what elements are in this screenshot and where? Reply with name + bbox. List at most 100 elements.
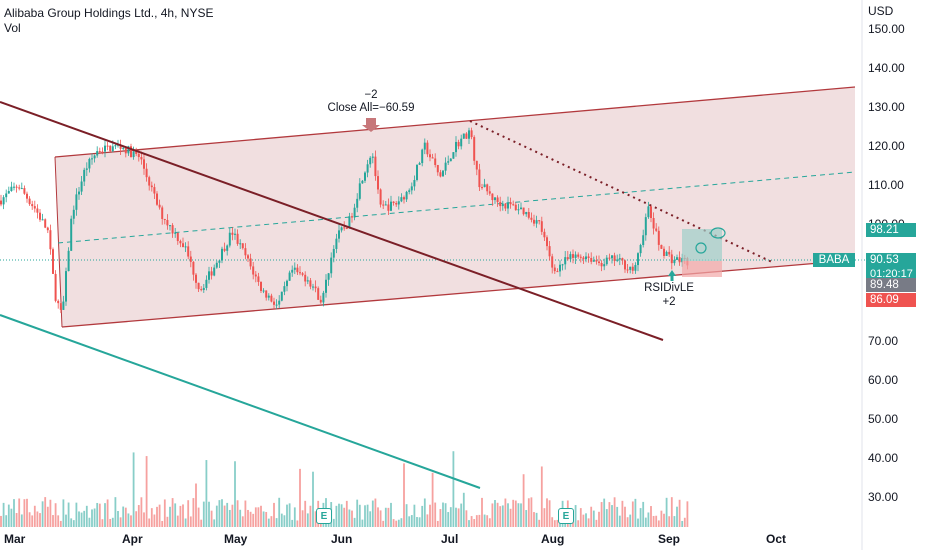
- candle-body: [501, 203, 504, 207]
- volume-bar: [410, 515, 413, 527]
- candle-body: [223, 248, 226, 251]
- candle-body: [262, 290, 265, 292]
- candle-body: [18, 187, 21, 189]
- candle-body: [457, 141, 460, 147]
- candle-body: [535, 220, 538, 224]
- candle-body: [577, 254, 580, 257]
- volume-bar: [28, 512, 31, 527]
- volume-bar: [486, 515, 489, 527]
- volume-bar: [384, 507, 387, 527]
- volume-bar: [247, 509, 249, 527]
- candle-body: [374, 156, 377, 177]
- volume-bar: [395, 520, 398, 527]
- candle-body: [291, 269, 294, 273]
- candle-body: [28, 198, 31, 205]
- volume-bar: [582, 514, 585, 527]
- candle-body: [585, 256, 587, 260]
- candle-body: [288, 272, 291, 281]
- candle-body: [182, 243, 184, 248]
- volume-bar: [260, 505, 262, 527]
- volume-bar: [509, 508, 512, 527]
- x-tick-label: Jul: [441, 532, 459, 546]
- candle-body: [343, 227, 346, 229]
- volume-bar: [449, 507, 452, 527]
- earnings-marker-2[interactable]: E: [558, 508, 574, 524]
- volume-bar: [608, 502, 611, 527]
- volume-bar: [62, 499, 65, 527]
- volume-bar: [231, 504, 234, 527]
- volume-bar: [681, 520, 684, 527]
- candle-body: [395, 203, 398, 205]
- candle-body: [494, 197, 496, 201]
- volume-bar: [618, 515, 621, 527]
- candle-body: [533, 219, 535, 224]
- volume-bar: [678, 499, 681, 527]
- volume-bar: [93, 508, 96, 527]
- volume-bar: [26, 498, 28, 527]
- candle-body: [678, 257, 681, 263]
- volume-bar: [650, 506, 652, 527]
- candle-body: [231, 232, 234, 235]
- candle-body: [150, 185, 153, 188]
- volume-bar: [236, 500, 239, 527]
- volume-bar: [400, 518, 403, 527]
- candle-body: [215, 262, 218, 268]
- candle-body: [455, 141, 457, 153]
- volume-bar: [208, 501, 210, 527]
- candle-body: [473, 137, 476, 161]
- price-label-lower2: 86.09: [866, 293, 916, 307]
- volume-bar: [595, 519, 598, 527]
- y-tick-label: 40.00: [868, 451, 899, 465]
- candle-body: [392, 201, 395, 204]
- candle-body: [148, 177, 151, 186]
- candle-body: [80, 181, 83, 192]
- volume-bar: [135, 511, 138, 527]
- volume-bar: [520, 503, 522, 527]
- volume-bar: [673, 516, 676, 527]
- earnings-marker-1[interactable]: E: [316, 508, 332, 524]
- volume-bar: [130, 515, 132, 527]
- candle-body: [486, 184, 489, 192]
- volume-bar: [171, 498, 174, 527]
- candle-body: [332, 248, 335, 258]
- candle-body: [13, 186, 15, 188]
- close-all-count: −2: [364, 89, 378, 101]
- volume-bar: [192, 498, 195, 527]
- candle-body: [57, 300, 60, 304]
- volume-bar: [109, 518, 112, 527]
- x-tick-label: Jun: [331, 532, 353, 546]
- candle-body: [205, 279, 208, 288]
- volume-bar: [78, 511, 80, 527]
- volume-bar: [496, 502, 499, 527]
- volume-bar: [348, 509, 351, 527]
- volume-bar: [15, 513, 18, 527]
- volume-bar: [241, 516, 244, 527]
- volume-bar: [382, 520, 385, 527]
- candle-body: [517, 209, 520, 211]
- candle-body: [639, 244, 642, 254]
- earnings-icon: E: [316, 508, 332, 524]
- candle-body: [275, 304, 278, 306]
- candle-body: [296, 267, 299, 273]
- candle-body: [397, 201, 400, 205]
- volume-bar: [174, 503, 177, 527]
- volume-bars: [0, 451, 689, 527]
- symbol-tag[interactable]: BABA: [813, 253, 855, 267]
- candle-body: [442, 170, 444, 177]
- volume-bar: [52, 515, 54, 527]
- volume-bar: [210, 510, 213, 527]
- volume-bar: [57, 515, 60, 527]
- y-tick-label: 110.00: [868, 178, 904, 192]
- volume-bar: [54, 503, 57, 527]
- volume-bar: [676, 506, 678, 527]
- volume-bar: [166, 516, 169, 527]
- candle-body: [520, 207, 522, 210]
- volume-bar: [46, 506, 49, 527]
- candle-body: [647, 206, 650, 218]
- volume-bar: [291, 519, 294, 527]
- volume-bar: [293, 507, 296, 527]
- candle-body: [325, 279, 327, 293]
- candle-body: [234, 233, 236, 235]
- volume-bar: [189, 516, 192, 527]
